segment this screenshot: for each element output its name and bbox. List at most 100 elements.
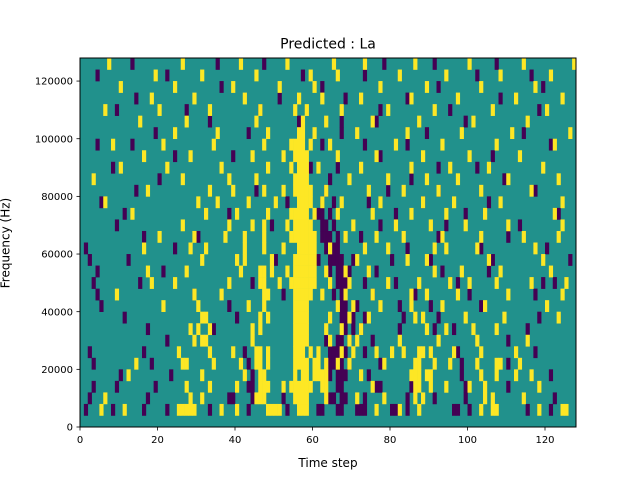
heatmap-cell-high: [479, 369, 484, 382]
heatmap-cell-high: [328, 334, 333, 347]
heatmap-cell-high: [444, 323, 449, 336]
heatmap-cell-low: [490, 150, 495, 163]
heatmap-cell-high: [184, 357, 189, 370]
heatmap-cell-low: [506, 230, 511, 243]
heatmap-cell-high: [401, 230, 406, 243]
heatmap-cell-high: [308, 380, 313, 393]
heatmap-cell-high: [300, 300, 306, 312]
heatmap-cell-high: [308, 242, 313, 255]
heatmap-cell-high: [289, 207, 294, 220]
heatmap-cell-high: [207, 346, 213, 359]
heatmap-cell-low: [351, 254, 356, 266]
heatmap-cell-low: [153, 380, 158, 393]
heatmap-cell-high: [308, 138, 313, 151]
heatmap-cell-low: [262, 58, 267, 70]
heatmap-cell-high: [479, 403, 484, 416]
heatmap-cell-high: [308, 265, 313, 278]
heatmap-cell-high: [126, 369, 131, 382]
heatmap-cell-low: [300, 69, 306, 82]
heatmap-cell-high: [246, 300, 251, 312]
heatmap-cell-high: [424, 81, 430, 93]
heatmap-cell-low: [359, 230, 364, 243]
heatmap-cell-low: [165, 69, 170, 82]
heatmap-cell-low: [541, 81, 546, 93]
heatmap-cell-high: [355, 254, 360, 266]
heatmap-cell-high: [413, 392, 418, 405]
heatmap-cell-high: [258, 369, 263, 382]
heatmap-cell-high: [250, 334, 255, 347]
heatmap-cell-high: [324, 184, 329, 197]
heatmap-cell-low: [556, 207, 561, 220]
heatmap-cell-low: [134, 184, 139, 197]
heatmap-cell-high: [165, 161, 170, 174]
heatmap-cell-high: [475, 357, 480, 370]
heatmap-cell-high: [424, 369, 430, 382]
heatmap-cell-low: [548, 403, 554, 416]
heatmap-cell-low: [343, 277, 348, 289]
heatmap-cell-high: [351, 219, 356, 232]
heatmap-cell-high: [293, 254, 298, 266]
heatmap-cell-high: [471, 323, 476, 336]
heatmap-cell-low: [324, 219, 329, 232]
heatmap-cell-high: [304, 369, 309, 382]
heatmap-cell-low: [409, 380, 414, 393]
heatmap-cell-high: [235, 380, 240, 393]
heatmap-cell-low: [359, 403, 364, 416]
heatmap-cell-high: [304, 184, 309, 197]
heatmap-cell-low: [161, 265, 166, 278]
heatmap-cell-low: [339, 288, 344, 301]
heatmap-cell-low: [250, 277, 255, 289]
heatmap-cell-high: [452, 346, 457, 359]
heatmap-cell-high: [200, 69, 205, 82]
heatmap-cell-high: [238, 265, 244, 278]
heatmap-cell-high: [541, 254, 546, 266]
heatmap-cell-low: [339, 403, 344, 416]
heatmap-cell-low: [525, 403, 530, 416]
heatmap-cell-high: [297, 161, 302, 174]
heatmap-cell-high: [200, 392, 205, 405]
heatmap-cell-high: [211, 138, 216, 151]
heatmap-cell-low: [552, 392, 557, 405]
heatmap-cell-high: [533, 81, 538, 93]
heatmap-cell-high: [184, 380, 189, 393]
heatmap-cell-low: [142, 230, 147, 243]
heatmap-cell-high: [417, 357, 422, 370]
heatmap-cell-low: [506, 380, 511, 393]
x-tick-label: 60: [306, 435, 319, 446]
heatmap-cell-high: [304, 300, 309, 312]
heatmap-cell-low: [390, 254, 395, 266]
heatmap-cell-high: [421, 392, 426, 405]
heatmap-cell-high: [285, 219, 290, 232]
heatmap-cell-high: [475, 334, 480, 347]
heatmap-cell-low: [173, 242, 178, 255]
heatmap-cell-high: [258, 323, 263, 336]
x-tick-label: 40: [229, 435, 242, 446]
heatmap-cell-low: [184, 104, 189, 116]
heatmap-cell-high: [521, 230, 526, 243]
heatmap-cell-low: [537, 311, 542, 324]
heatmap-cell-high: [297, 254, 302, 266]
heatmap-cell-high: [297, 357, 302, 370]
heatmap-cell-high: [320, 380, 325, 393]
heatmap-cell-high: [107, 58, 112, 70]
heatmap-cell-high: [262, 369, 267, 382]
heatmap-cell-high: [401, 346, 406, 359]
heatmap-cell-high: [328, 242, 333, 255]
heatmap-cell-high: [374, 403, 379, 416]
heatmap-cell-high: [192, 403, 197, 416]
heatmap-cell-low: [324, 334, 329, 347]
heatmap-cell-high: [359, 369, 364, 382]
heatmap-cell-low: [122, 311, 127, 324]
heatmap-cell-high: [91, 173, 96, 186]
heatmap-cell-high: [324, 323, 329, 336]
heatmap-cell-high: [122, 403, 127, 416]
heatmap-cell-low: [335, 254, 340, 266]
heatmap-cell-high: [324, 265, 329, 278]
heatmap-cell-low: [99, 300, 104, 312]
heatmap-cell-high: [483, 380, 488, 393]
heatmap-cell-high: [537, 403, 542, 416]
heatmap-cell-high: [320, 369, 325, 382]
heatmap-cell-low: [335, 380, 340, 393]
heatmap-cell-high: [300, 357, 306, 370]
heatmap-cell-high: [529, 369, 534, 382]
